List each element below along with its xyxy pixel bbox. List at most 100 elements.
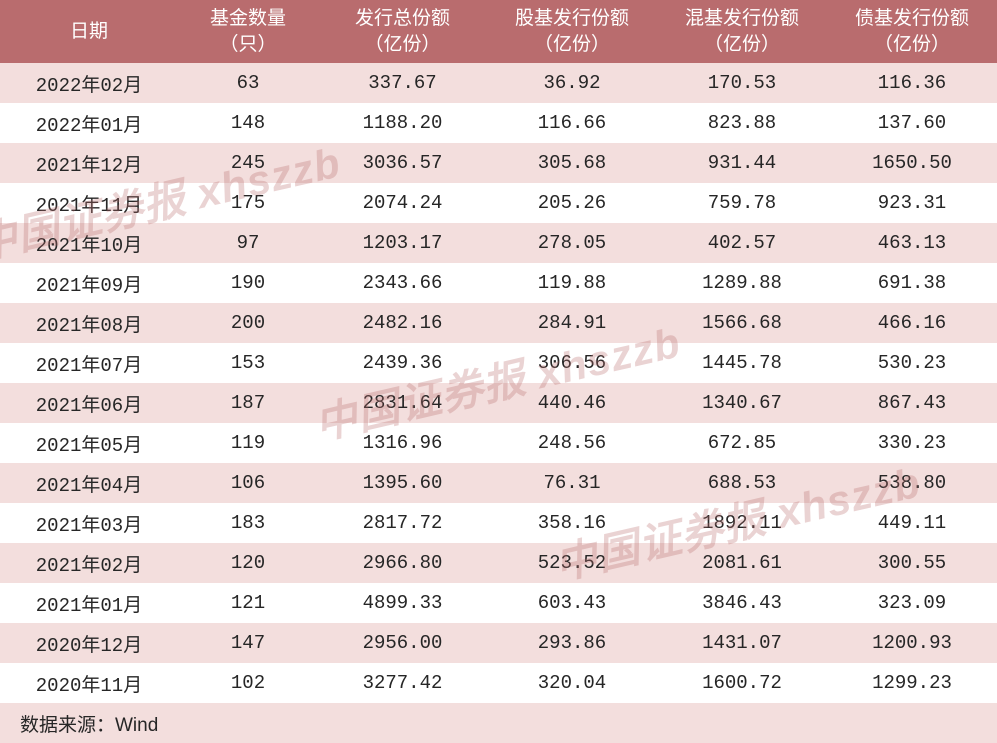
table-cell: 205.26 <box>487 183 657 223</box>
table-row: 2022年01月1481188.20116.66823.88137.60 <box>0 103 997 143</box>
table-cell: 119.88 <box>487 263 657 303</box>
data-source-label: 数据来源：Wind <box>0 703 997 743</box>
table-cell: 102 <box>178 663 318 703</box>
col-header-2: 发行总份额 （亿份） <box>318 0 487 63</box>
table-cell: 36.92 <box>487 63 657 103</box>
table-cell: 1200.93 <box>827 623 997 663</box>
table-row: 2021年09月1902343.66119.881289.88691.38 <box>0 263 997 303</box>
col-header-line1: 债基发行份额 <box>855 8 969 29</box>
table-cell: 2021年03月 <box>0 503 178 543</box>
table-cell: 106 <box>178 463 318 503</box>
table-cell: 538.80 <box>827 463 997 503</box>
col-header-4: 混基发行份额 （亿份） <box>657 0 827 63</box>
col-header-1: 基金数量 （只） <box>178 0 318 63</box>
col-header-line1: 混基发行份额 <box>685 8 799 29</box>
col-header-line1: 发行总份额 <box>355 8 450 29</box>
table-cell: 923.31 <box>827 183 997 223</box>
table-cell: 1650.50 <box>827 143 997 183</box>
col-header-line1: 基金数量 <box>210 8 286 29</box>
table-cell: 1892.11 <box>657 503 827 543</box>
table-cell: 2020年11月 <box>0 663 178 703</box>
table-cell: 121 <box>178 583 318 623</box>
table-cell: 293.86 <box>487 623 657 663</box>
table-row: 2022年02月63337.6736.92170.53116.36 <box>0 63 997 103</box>
table-cell: 2439.36 <box>318 343 487 383</box>
table-cell: 440.46 <box>487 383 657 423</box>
table-cell: 931.44 <box>657 143 827 183</box>
table-head: 日期基金数量（只）发行总份额（亿份）股基发行份额（亿份）混基发行份额（亿份）债基… <box>0 0 997 63</box>
fund-issuance-table-container: 日期基金数量（只）发行总份额（亿份）股基发行份额（亿份）混基发行份额（亿份）债基… <box>0 0 997 743</box>
table-row: 2021年08月2002482.16284.911566.68466.16 <box>0 303 997 343</box>
table-cell: 867.43 <box>827 383 997 423</box>
table-cell: 2482.16 <box>318 303 487 343</box>
table-cell: 183 <box>178 503 318 543</box>
table-cell: 119 <box>178 423 318 463</box>
table-body: 2022年02月63337.6736.92170.53116.362022年01… <box>0 63 997 743</box>
col-header-line2: （亿份） <box>874 34 950 55</box>
table-cell: 463.13 <box>827 223 997 263</box>
table-cell: 358.16 <box>487 503 657 543</box>
table-footer-row: 数据来源：Wind <box>0 703 997 743</box>
table-cell: 284.91 <box>487 303 657 343</box>
table-row: 2021年10月971203.17278.05402.57463.13 <box>0 223 997 263</box>
table-cell: 688.53 <box>657 463 827 503</box>
table-cell: 278.05 <box>487 223 657 263</box>
table-row: 2021年06月1872831.64440.461340.67867.43 <box>0 383 997 423</box>
table-cell: 1188.20 <box>318 103 487 143</box>
table-cell: 170.53 <box>657 63 827 103</box>
table-row: 2021年03月1832817.72358.161892.11449.11 <box>0 503 997 543</box>
table-cell: 2021年12月 <box>0 143 178 183</box>
table-row: 2020年11月1023277.42320.041600.721299.23 <box>0 663 997 703</box>
table-cell: 1299.23 <box>827 663 997 703</box>
table-cell: 320.04 <box>487 663 657 703</box>
table-row: 2021年05月1191316.96248.56672.85330.23 <box>0 423 997 463</box>
table-cell: 330.23 <box>827 423 997 463</box>
table-cell: 2020年12月 <box>0 623 178 663</box>
table-cell: 175 <box>178 183 318 223</box>
table-cell: 2021年02月 <box>0 543 178 583</box>
table-cell: 1445.78 <box>657 343 827 383</box>
col-header-line2: （只） <box>219 34 276 55</box>
table-row: 2021年04月1061395.6076.31688.53538.80 <box>0 463 997 503</box>
table-cell: 2022年02月 <box>0 63 178 103</box>
table-cell: 603.43 <box>487 583 657 623</box>
table-row: 2021年07月1532439.36306.561445.78530.23 <box>0 343 997 383</box>
table-cell: 120 <box>178 543 318 583</box>
table-cell: 153 <box>178 343 318 383</box>
table-cell: 691.38 <box>827 263 997 303</box>
col-header-3: 股基发行份额（亿份） <box>487 0 657 63</box>
table-cell: 148 <box>178 103 318 143</box>
table-cell: 402.57 <box>657 223 827 263</box>
table-cell: 530.23 <box>827 343 997 383</box>
table-cell: 2021年01月 <box>0 583 178 623</box>
col-header-line2: （亿份） <box>364 34 440 55</box>
table-cell: 337.67 <box>318 63 487 103</box>
table-cell: 4899.33 <box>318 583 487 623</box>
table-cell: 306.56 <box>487 343 657 383</box>
table-cell: 2831.64 <box>318 383 487 423</box>
table-cell: 116.36 <box>827 63 997 103</box>
table-row: 2020年12月1472956.00293.861431.071200.93 <box>0 623 997 663</box>
table-cell: 523.52 <box>487 543 657 583</box>
table-cell: 2021年08月 <box>0 303 178 343</box>
header-row: 日期基金数量（只）发行总份额（亿份）股基发行份额（亿份）混基发行份额（亿份）债基… <box>0 0 997 63</box>
col-header-line2: （亿份） <box>704 34 780 55</box>
table-cell: 63 <box>178 63 318 103</box>
table-cell: 466.16 <box>827 303 997 343</box>
table-cell: 2021年07月 <box>0 343 178 383</box>
table-cell: 1289.88 <box>657 263 827 303</box>
col-header-0: 日期 <box>0 0 178 63</box>
table-cell: 147 <box>178 623 318 663</box>
table-cell: 300.55 <box>827 543 997 583</box>
table-cell: 2817.72 <box>318 503 487 543</box>
table-cell: 759.78 <box>657 183 827 223</box>
col-header-line2: （亿份） <box>534 34 610 55</box>
table-cell: 672.85 <box>657 423 827 463</box>
table-row: 2021年01月1214899.33603.433846.43323.09 <box>0 583 997 623</box>
table-cell: 2022年01月 <box>0 103 178 143</box>
table-row: 2021年12月2453036.57305.68931.441650.50 <box>0 143 997 183</box>
table-cell: 323.09 <box>827 583 997 623</box>
table-cell: 2074.24 <box>318 183 487 223</box>
table-cell: 248.56 <box>487 423 657 463</box>
table-row: 2021年02月1202966.80523.522081.61300.55 <box>0 543 997 583</box>
